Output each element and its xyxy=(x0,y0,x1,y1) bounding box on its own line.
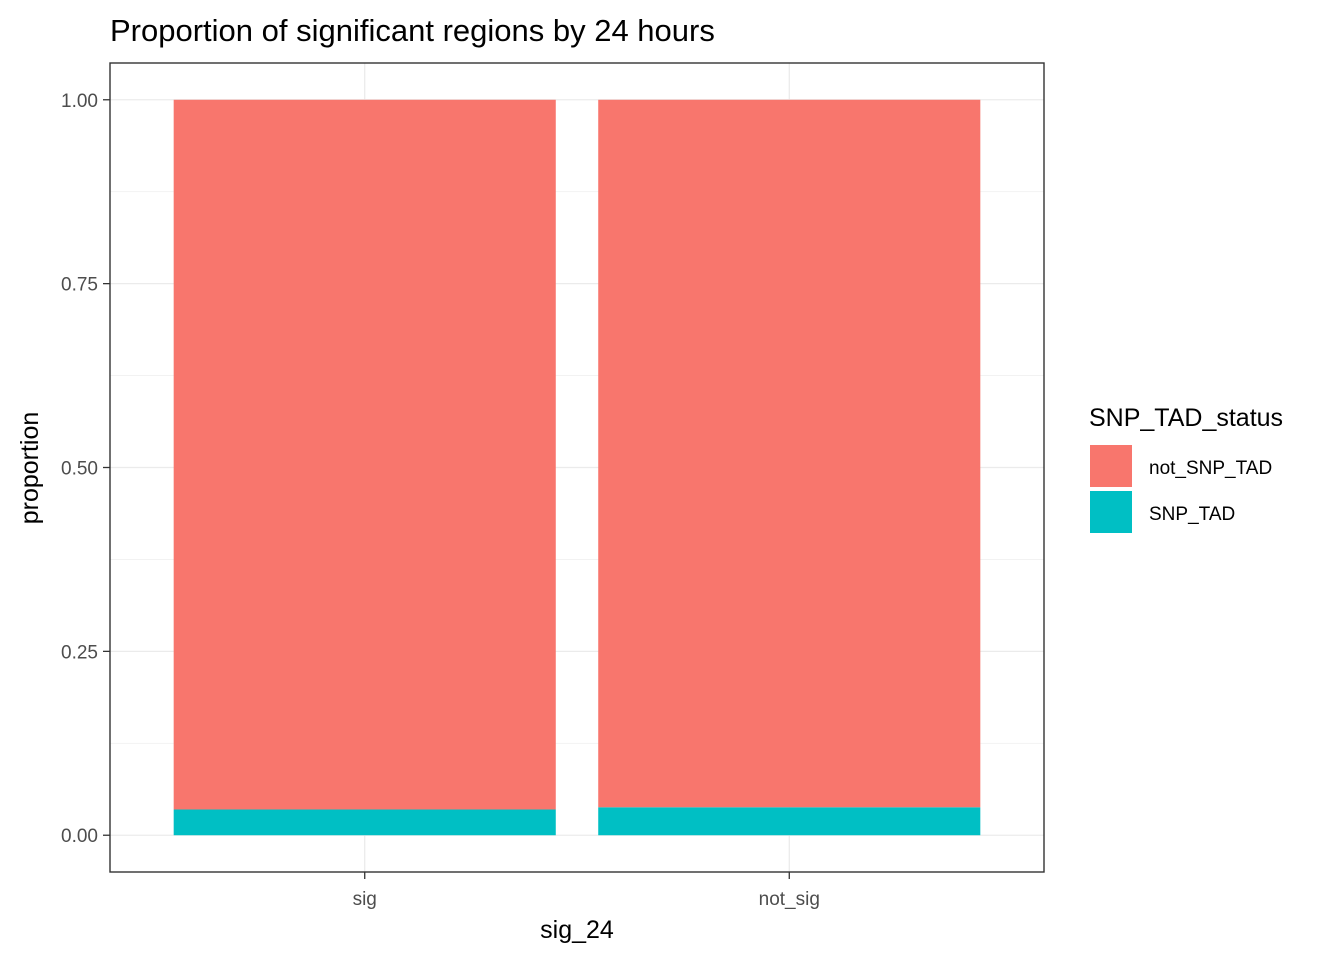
x-axis-label: sig_24 xyxy=(540,916,614,944)
y-tick-label: 0.75 xyxy=(61,275,98,296)
bar-SNP_TAD-sig xyxy=(173,809,556,836)
y-axis-label: proportion xyxy=(16,412,44,525)
y-tick-label: 0.00 xyxy=(61,826,98,847)
legend-label-not_SNP_TAD: not_SNP_TAD xyxy=(1149,458,1272,479)
bar-not_SNP_TAD-not_sig xyxy=(598,99,981,808)
bar-SNP_TAD-not_sig xyxy=(598,807,981,836)
legend-swatch-not_SNP_TAD xyxy=(1090,445,1132,487)
legend-title: SNP_TAD_status xyxy=(1089,404,1283,432)
bar-not_SNP_TAD-sig xyxy=(173,99,556,810)
x-tick-label: not_sig xyxy=(759,889,820,910)
chart-title: Proportion of significant regions by 24 … xyxy=(110,13,715,48)
x-axis-ticks: sig not_sig xyxy=(353,872,820,910)
legend-items: not_SNP_TAD SNP_TAD xyxy=(1090,445,1272,533)
legend-label-SNP_TAD: SNP_TAD xyxy=(1149,504,1235,525)
legend-swatch-SNP_TAD xyxy=(1090,491,1132,533)
legend: SNP_TAD_status not_SNP_TAD SNP_TAD xyxy=(1089,404,1283,533)
y-axis-ticks: 0.00 0.25 0.50 0.75 1.00 xyxy=(61,91,110,847)
bars xyxy=(173,99,981,836)
x-tick-label: sig xyxy=(353,889,377,910)
y-tick-label: 1.00 xyxy=(61,91,98,112)
y-tick-label: 0.25 xyxy=(61,642,98,663)
y-tick-label: 0.50 xyxy=(61,459,98,480)
